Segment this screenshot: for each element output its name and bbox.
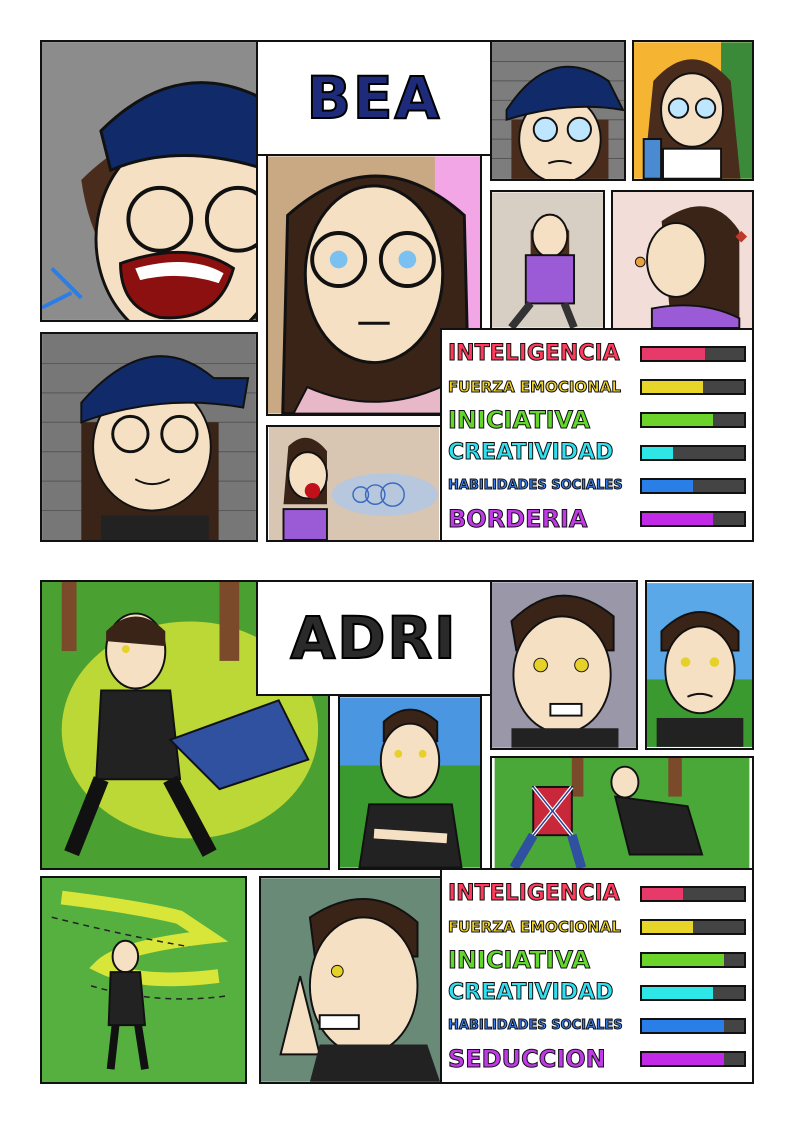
stat-bar [640,478,746,494]
adri-panel-grey-face [490,580,638,750]
adri-panel-angry [259,876,442,1084]
breath-illustration [269,427,439,540]
stat-fill [642,480,693,492]
adri-panel-arms-crossed [338,695,482,870]
stat-label: BORDERIA [448,505,588,533]
character-name-title: ADRI [289,603,458,673]
adri-panel-sky-face [645,580,754,750]
bea-panel-kiss [611,190,754,330]
stat-label: CREATIVIDAD [448,980,614,1006]
cap-face-illustration [492,42,624,179]
stat-row-creatividad: CREATIVIDAD [448,979,748,1007]
bea-panel-breath [266,425,442,542]
stat-bar [640,445,746,461]
fight-illustration [494,758,750,868]
stat-row-borderia: BORDERIA [448,505,748,533]
cap-smile-illustration [42,334,256,540]
stat-fill [642,348,706,360]
adri-panel-path-walk [40,876,247,1084]
bea-panel-shouting [40,40,258,322]
stat-bar [640,1018,746,1034]
stat-fill [642,513,714,525]
stat-bar [640,985,746,1001]
stat-fill [642,987,714,999]
bea-panel-running [490,190,605,330]
running-illustration [492,192,603,328]
stat-label: HABILIDADES SOCIALES [448,1018,623,1034]
stat-row-iniciativa: INICIATIVA [448,946,748,974]
bea-title-box: BEA [256,40,492,156]
adri-panel-fight [490,756,754,870]
stat-bar [640,1051,746,1067]
backpack-illustration [634,42,752,179]
stat-fill [642,888,683,900]
stat-fill [642,921,693,933]
stat-label: FUERZA EMOCIONAL [448,378,621,397]
angry-face-illustration [261,878,440,1082]
stat-bar [640,919,746,935]
stat-row-creatividad: CREATIVIDAD [448,439,748,467]
stat-row-iniciativa: INICIATIVA [448,406,748,434]
character-name-title: BEA [306,63,442,133]
bea-panel-backpack [632,40,754,181]
stat-row-inteligencia: INTELIGENCIA [448,340,748,368]
stat-fill [642,1020,724,1032]
stat-label: FUERZA EMOCIONAL [448,918,621,937]
stat-row-inteligencia: INTELIGENCIA [448,880,748,908]
arms-crossed-illustration [340,697,480,868]
stat-label: SEDUCCION [448,1045,606,1073]
stat-bar [640,346,746,362]
stat-row-habilidades-sociales: HABILIDADES SOCIALES [448,1012,748,1040]
adri-title-box: ADRI [256,580,492,696]
shouting-face-illustration [42,42,256,320]
stat-label: CREATIVIDAD [448,440,614,466]
stat-label: INTELIGENCIA [448,341,620,367]
stat-label: INICIATIVA [448,946,591,974]
sky-face-illustration [647,583,752,747]
stat-label: INICIATIVA [448,406,591,434]
stat-label: HABILIDADES SOCIALES [448,478,623,494]
stat-bar [640,511,746,527]
bea-panel-cap-smile [40,332,258,542]
stat-row-fuerza-emocional: FUERZA EMOCIONAL [448,913,748,941]
stat-row-fuerza-emocional: FUERZA EMOCIONAL [448,373,748,401]
stat-bar [640,886,746,902]
stat-fill [642,414,714,426]
stat-fill [642,381,704,393]
stat-row-seduccion: SEDUCCION [448,1045,748,1073]
stat-fill [642,954,724,966]
adri-stats-panel: INTELIGENCIA FUERZA EMOCIONAL INICIATIVA… [440,868,754,1084]
bea-stats-panel: INTELIGENCIA FUERZA EMOCIONAL INICIATIVA… [440,328,754,542]
stat-fill [642,1053,724,1065]
bea-panel-cap-small [490,40,626,181]
kiss-illustration [613,192,752,328]
grey-face-illustration [492,582,636,748]
stat-bar [640,379,746,395]
stat-bar [640,412,746,428]
stat-fill [642,447,673,459]
stat-bar [640,952,746,968]
path-walk-illustration [42,878,245,1082]
stat-row-habilidades-sociales: HABILIDADES SOCIALES [448,472,748,500]
stat-label: INTELIGENCIA [448,881,620,907]
